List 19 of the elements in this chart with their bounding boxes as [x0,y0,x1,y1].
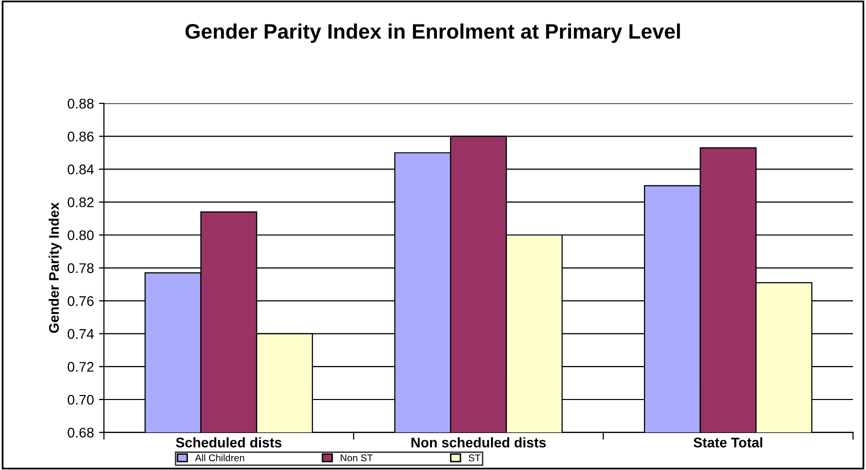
y-tick-label: 0.82 [68,197,94,208]
y-tick-label: 0.80 [68,230,94,240]
x-tick-label: Scheduled dists [176,437,282,448]
y-tick-label: 0.68 [68,428,94,438]
y-tick-label: 0.86 [68,132,94,142]
y-tick-label: 0.84 [68,164,94,174]
y-axis-title: Gender Parity Index [48,202,62,333]
y-tick-label: 0.76 [68,296,94,306]
y-tick-label: 0.88 [68,98,94,109]
x-tick-label: State Total [694,437,762,448]
y-tick-label: 0.74 [68,329,94,339]
y-tick-label: 0.70 [68,394,94,405]
x-tick-label: Non scheduled dists [411,437,546,448]
y-tick-label: 0.72 [68,362,94,372]
legend-label: ST [468,454,480,462]
y-tick-label: 0.78 [68,263,94,274]
legend-label: All Children [195,454,244,462]
chart-title: Gender Parity Index in Enrolment at Primary Level [186,24,680,43]
legend-label: Non ST [340,454,373,462]
